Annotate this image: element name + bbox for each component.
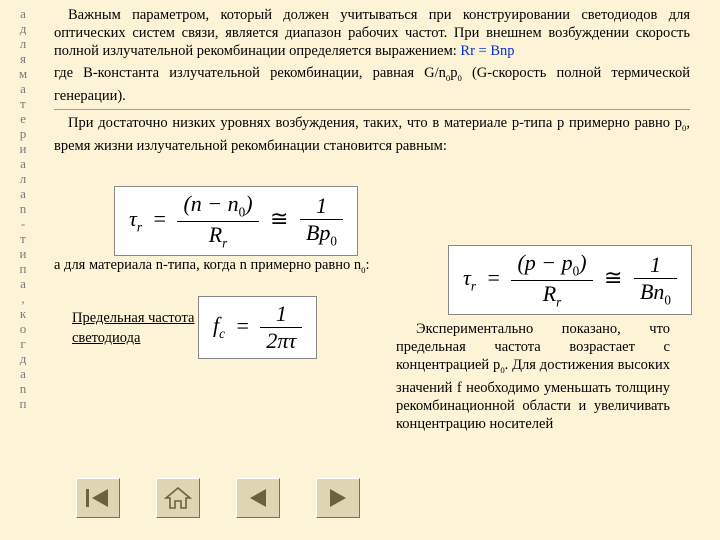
nav-prev-button[interactable] xyxy=(236,478,280,518)
eq3-lhs-sub: c xyxy=(219,326,225,341)
paragraph-n-type: а для материала n-типа, когда n примерно… xyxy=(54,257,370,275)
eq1-frac1: (n − n0) Rr xyxy=(177,193,258,249)
eq3-den: 2πτ xyxy=(260,328,302,352)
nav-home-button[interactable] xyxy=(156,478,200,518)
slide: адляматериалаn-типа,когдаnп Важным парам… xyxy=(0,0,720,540)
separator-rule xyxy=(54,109,690,110)
triangle-left-bar-icon xyxy=(84,487,112,509)
triangle-left-icon xyxy=(246,487,270,509)
n-line-b: : xyxy=(366,257,370,273)
eq1-lhs: τ xyxy=(129,206,137,231)
exp-text: Экспериментально показано, что предельна… xyxy=(396,321,670,432)
intro-text: Важным параметром, который должен учитыв… xyxy=(54,7,690,59)
eq2-lhs-sub: r xyxy=(471,279,476,294)
eq2-den-sub: r xyxy=(556,294,561,309)
formula-rr-bnp: Rr = Bnp xyxy=(460,43,514,59)
n-line-a: а для материала n-типа, когда n примерно… xyxy=(54,257,361,273)
home-icon xyxy=(164,486,192,510)
where-a: где B-константа излучательной рекомбинац… xyxy=(54,65,446,81)
equation-cutoff-frequency: fc = 1 2πτ xyxy=(198,296,317,359)
nav-next-button[interactable] xyxy=(316,478,360,518)
eq1-rnum: 1 xyxy=(300,195,343,220)
eq2-den: R xyxy=(543,281,556,306)
eq1-num-a: (n − n xyxy=(183,191,238,216)
eq1-rden-sub: 0 xyxy=(330,233,337,248)
equation-tau-n-type: τr = (p − p0) Rr ≅ 1 Bn0 xyxy=(448,245,692,315)
paragraph-experimental: Экспериментально показано, что предельна… xyxy=(396,320,670,433)
cutoff-frequency-label: Предельная частота светодиода xyxy=(72,308,212,348)
low-levels-text: При достаточно низких уровнях возбуждени… xyxy=(54,115,690,154)
eq1-den-sub: r xyxy=(222,235,227,250)
equation-tau-p-type: τr = (n − n0) Rr ≅ 1 Bp0 xyxy=(114,186,358,256)
eq2-num-a: (p − p xyxy=(517,250,572,275)
eq1-num-b: ) xyxy=(245,191,252,216)
triangle-right-icon xyxy=(326,487,350,509)
eq1-frac2: 1 Bp0 xyxy=(300,195,343,248)
eq2-num-b: ) xyxy=(579,250,586,275)
eq2-frac1: (p − p0) Rr xyxy=(511,252,592,308)
eq2-rnum: 1 xyxy=(634,254,677,279)
main-content: Важным параметром, который должен учитыв… xyxy=(54,6,690,159)
eq1-lhs-sub: r xyxy=(137,220,142,235)
nav-first-button[interactable] xyxy=(76,478,120,518)
eq2-frac2: 1 Bn0 xyxy=(634,254,677,307)
paragraph-low-levels: При достаточно низких уровнях возбуждени… xyxy=(54,114,690,155)
eq2-rden-sub: 0 xyxy=(664,292,671,307)
navigation-bar xyxy=(76,478,360,518)
eq3-num: 1 xyxy=(260,303,302,328)
eq3-frac: 1 2πτ xyxy=(260,303,302,352)
freq-label-b: светодиода xyxy=(72,330,140,346)
eq1-den: R xyxy=(209,222,222,247)
eq2-lhs: τ xyxy=(463,265,471,290)
paragraph-intro: Важным параметром, который должен учитыв… xyxy=(54,6,690,60)
freq-label-a: Предельная частота xyxy=(72,310,194,326)
eq2-rden: Bn xyxy=(640,279,664,304)
paragraph-where: где B-константа излучательной рекомбинац… xyxy=(54,64,690,105)
side-letter-column: адляматериалаn-типа,когдаnп xyxy=(18,6,28,411)
eq1-rden: Bp xyxy=(306,220,330,245)
